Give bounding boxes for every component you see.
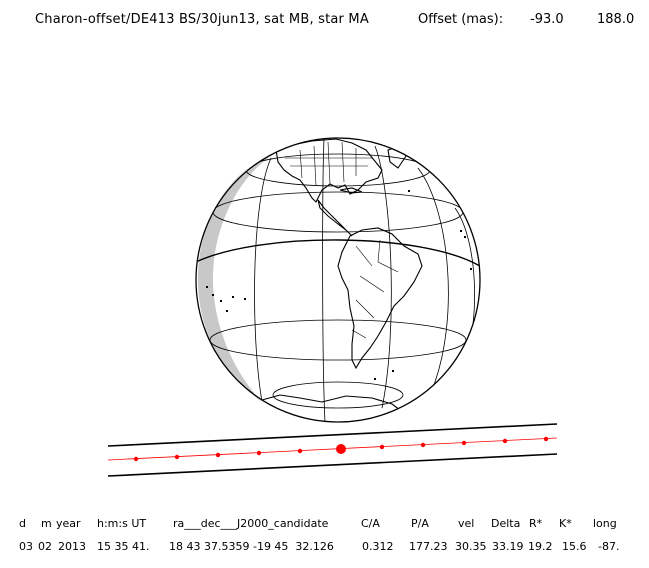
path-time-dot — [420, 442, 426, 448]
value-month: 02 — [38, 540, 52, 553]
header-year: year — [56, 517, 81, 530]
value-pa: 177.23 — [409, 540, 448, 553]
path-time-dot — [461, 440, 467, 446]
offset-x-value: -93.0 — [530, 12, 564, 27]
header-r-star: R* — [529, 517, 543, 530]
value-day: 03 — [19, 540, 33, 553]
value-time: 15 35 41. — [97, 540, 150, 553]
header-ra-dec: ra___dec___J2000_candidate — [173, 517, 329, 530]
offset-y-value: 188.0 — [597, 12, 635, 27]
south-america-outline — [337, 227, 423, 370]
header-ca: C/A — [361, 517, 380, 530]
header-pa: P/A — [411, 517, 429, 530]
north-america-outline — [275, 138, 383, 203]
path-time-dot — [215, 452, 221, 458]
meridian-line — [322, 138, 326, 422]
map-title: Charon-offset/DE413 BS/30jun13, sat MB, … — [35, 12, 369, 27]
value-r-star: 19.2 — [528, 540, 553, 553]
value-long: -87. — [598, 540, 620, 553]
value-year: 2013 — [58, 540, 86, 553]
path-time-dot — [379, 444, 385, 450]
shadow-path-centerline — [107, 437, 558, 461]
parallel-line — [272, 381, 404, 409]
closest-approach-marker — [336, 444, 346, 454]
globe-outline — [195, 137, 481, 423]
value-ca: 0.312 — [362, 540, 394, 553]
meridian-line — [374, 145, 392, 409]
meridian-line — [417, 167, 449, 391]
offset-label: Offset (mas): — [418, 12, 504, 27]
shadow-path-north-limit — [107, 423, 558, 447]
central-america-outline — [317, 199, 353, 237]
header-long: long — [593, 517, 617, 530]
header-time: h:m:s UT — [97, 517, 147, 530]
path-time-dot — [256, 450, 262, 456]
value-ra-dec: 18 43 37.5359 -19 45 32.126 — [169, 540, 334, 553]
shadow-path-south-limit — [107, 453, 558, 477]
globe-disc — [196, 138, 480, 422]
path-time-dot — [297, 448, 303, 454]
value-vel: 30.35 — [455, 540, 487, 553]
header-month: m — [41, 517, 52, 530]
path-time-dot — [502, 438, 508, 444]
value-delta: 33.19 — [492, 540, 524, 553]
path-time-dot — [133, 456, 139, 462]
path-time-dot — [543, 436, 549, 442]
cuba-outline — [339, 187, 363, 194]
value-k-star: 15.6 — [562, 540, 587, 553]
us-state-borders — [285, 141, 372, 187]
header-delta: Delta — [491, 517, 521, 530]
header-vel: vel — [458, 517, 475, 530]
south-america-borders — [351, 239, 399, 339]
island-dots — [206, 190, 472, 380]
path-time-dot — [174, 454, 180, 460]
header-k-star: K* — [559, 517, 572, 530]
meridian-line — [254, 157, 272, 403]
equator-line — [196, 239, 480, 267]
header-day: d — [19, 517, 26, 530]
